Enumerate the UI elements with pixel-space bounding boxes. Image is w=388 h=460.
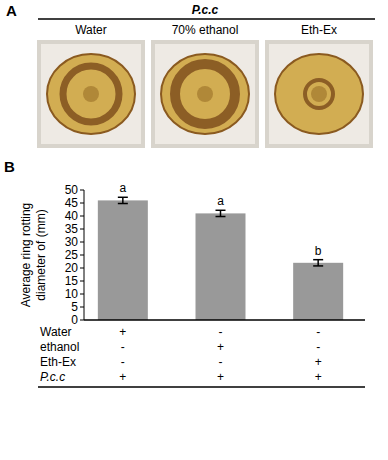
dish xyxy=(269,44,369,144)
photo-bg xyxy=(37,40,145,148)
core xyxy=(311,86,327,102)
y-tick-label: 50 xyxy=(65,183,79,197)
bar xyxy=(293,263,343,320)
y-tick-label: 0 xyxy=(71,313,78,327)
error-stem xyxy=(220,210,222,216)
table-rule xyxy=(38,386,365,388)
error-stem xyxy=(122,197,124,203)
error-bar xyxy=(216,210,226,216)
panel-label: B xyxy=(4,158,15,175)
bar xyxy=(98,200,148,320)
error-cap xyxy=(216,210,226,212)
y-tick-label: 35 xyxy=(65,222,79,236)
y-tick xyxy=(80,307,84,308)
table-cell: - xyxy=(316,340,320,354)
error-bar xyxy=(313,260,323,266)
table-row-label: Water xyxy=(40,325,72,339)
rot-ring xyxy=(63,66,119,122)
treatment-label: Eth-Ex xyxy=(301,23,337,37)
table-row-label: P.c.c xyxy=(40,370,65,384)
core xyxy=(197,86,213,102)
bar xyxy=(196,213,246,320)
table-cell: + xyxy=(119,370,126,384)
table-cell: - xyxy=(121,355,125,369)
slice xyxy=(275,54,363,134)
y-tick xyxy=(80,216,84,217)
rot-ring xyxy=(305,80,333,108)
error-bar xyxy=(118,197,128,203)
table-cell: + xyxy=(119,325,126,339)
table-cell: + xyxy=(315,355,322,369)
y-tick xyxy=(80,268,84,269)
photo xyxy=(265,40,373,148)
y-tick xyxy=(80,320,84,321)
table-cell: + xyxy=(217,340,224,354)
table-cell: - xyxy=(121,340,125,354)
significance-letter: a xyxy=(119,181,126,195)
header-rule xyxy=(38,18,375,20)
significance-letter: a xyxy=(217,194,224,208)
slice xyxy=(47,54,135,134)
y-tick-label: 15 xyxy=(65,274,79,288)
photo xyxy=(37,40,145,148)
error-cap xyxy=(216,216,226,218)
rot-ring xyxy=(175,64,235,124)
y-tick xyxy=(80,281,84,282)
table-cell: - xyxy=(219,325,223,339)
bars xyxy=(98,197,343,320)
y-tick xyxy=(80,229,84,230)
table-row-label: Eth-Ex xyxy=(40,355,76,369)
treatment-label: 70% ethanol xyxy=(172,23,239,37)
y-tick-label: 20 xyxy=(65,261,79,275)
y-tick-label: 30 xyxy=(65,235,79,249)
y-tick xyxy=(80,255,84,256)
y-tick-label: 40 xyxy=(65,209,79,223)
y-tick xyxy=(80,242,84,243)
y-tick-label: 45 xyxy=(65,196,79,210)
table-cell: + xyxy=(217,370,224,384)
y-tick-label: 5 xyxy=(71,300,78,314)
error-cap xyxy=(118,203,128,205)
y-tick-label: 10 xyxy=(65,287,79,301)
dish xyxy=(155,44,255,144)
error-cap xyxy=(118,197,128,199)
table-cell: - xyxy=(219,355,223,369)
figure: A P.c.c Water 70% ethanol Eth-Ex B Average rin… xyxy=(0,0,388,460)
error-cap xyxy=(313,259,323,261)
table-row-label: ethanol xyxy=(40,340,79,354)
photo xyxy=(151,40,259,148)
error-stem xyxy=(317,260,319,266)
error-cap xyxy=(313,265,323,267)
photo-bg xyxy=(265,40,373,148)
table-cell: + xyxy=(315,370,322,384)
y-label: diameter of (mm) xyxy=(34,209,48,300)
core xyxy=(83,86,99,102)
panel-label: A xyxy=(6,2,17,19)
y-tick xyxy=(80,294,84,295)
photo-bg xyxy=(151,40,259,148)
y-tick xyxy=(80,190,84,191)
y-tick xyxy=(80,203,84,204)
slice xyxy=(161,54,249,134)
x-axis xyxy=(84,319,365,321)
y-label: Average ring rotting xyxy=(19,203,33,308)
table-cell: - xyxy=(316,325,320,339)
dish xyxy=(41,44,141,144)
treatment-label: Water xyxy=(75,23,107,37)
pathogen-header: P.c.c xyxy=(192,3,219,17)
significance-letter: b xyxy=(315,244,322,258)
y-tick-label: 25 xyxy=(65,248,79,262)
